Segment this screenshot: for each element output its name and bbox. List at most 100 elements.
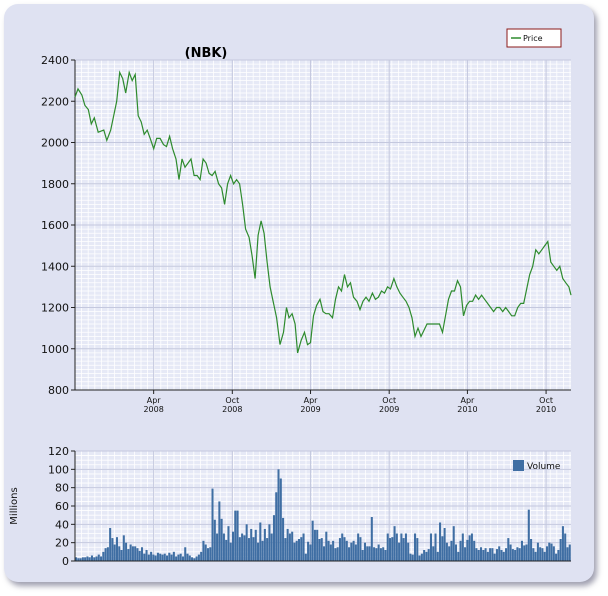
volume-bar xyxy=(84,557,87,561)
volume-bar xyxy=(229,542,232,561)
volume-bar xyxy=(334,548,337,561)
volume-bar xyxy=(345,540,348,561)
volume-bar xyxy=(350,542,353,561)
price-x-tick-label: Oct xyxy=(225,396,239,405)
volume-bar xyxy=(491,548,494,561)
price-x-tick-label: Apr xyxy=(147,396,162,405)
price-chart: 80010001200140016001800200022002400Apr20… xyxy=(41,28,572,414)
volume-chart: 0 20 40 60 80 100 120 Millions Volume xyxy=(9,445,571,568)
chart-svg: 80010001200140016001800200022002400Apr20… xyxy=(9,28,572,568)
volume-bar xyxy=(211,488,214,561)
volume-bar xyxy=(348,547,351,561)
volume-bar xyxy=(159,553,162,561)
volume-bar xyxy=(550,543,553,561)
volume-bar xyxy=(534,551,537,561)
volume-bar xyxy=(318,539,321,561)
volume-bar xyxy=(111,538,114,561)
volume-bar xyxy=(134,546,137,561)
volume-bar xyxy=(122,535,125,561)
price-legend-label: Price xyxy=(523,34,543,43)
price-y-tick-label: 1200 xyxy=(41,302,69,315)
volume-bar xyxy=(416,538,419,561)
volume-bar xyxy=(175,556,178,561)
chart-panel: 800 1000 1200 1400 1600 1800 2000 2200 2400 Apr 20… xyxy=(4,4,594,582)
volume-bar xyxy=(489,548,492,561)
volume-bar xyxy=(473,540,476,561)
volume-bar xyxy=(268,524,271,561)
volume-bar xyxy=(536,542,539,561)
volume-bar xyxy=(498,546,501,561)
volume-bar xyxy=(454,544,458,561)
volume-bar xyxy=(300,537,303,561)
volume-bar xyxy=(272,515,275,561)
price-x-tick-label: Apr xyxy=(304,396,319,405)
volume-bar xyxy=(561,526,564,561)
volume-bar xyxy=(557,550,560,561)
volume-bar xyxy=(407,542,410,561)
volume-bar xyxy=(539,547,542,561)
volume-bar xyxy=(79,558,82,561)
volume-bar xyxy=(505,548,508,561)
volume-bar xyxy=(354,544,357,561)
volume-bar xyxy=(564,533,567,561)
volume-y-axis-label: Millions xyxy=(9,487,20,524)
volume-bar xyxy=(559,539,562,561)
volume-bar xyxy=(297,539,301,561)
volume-y-tick-label: 120 xyxy=(48,445,69,458)
volume-bar xyxy=(511,549,514,561)
volume-bar xyxy=(163,553,166,561)
volume-y-tick-label: 100 xyxy=(48,463,69,476)
volume-bar xyxy=(213,519,216,561)
volume-bar xyxy=(373,547,376,561)
volume-bar xyxy=(368,546,371,561)
volume-bar xyxy=(400,533,403,561)
volume-bar xyxy=(286,528,289,561)
volume-bar xyxy=(172,551,175,561)
volume-bar xyxy=(166,555,169,561)
volume-bar xyxy=(459,540,462,561)
volume-bar xyxy=(541,548,544,561)
volume-bar xyxy=(429,533,432,561)
price-x-tick-year-label: 2010 xyxy=(536,405,556,414)
volume-bar xyxy=(102,551,105,561)
volume-bar xyxy=(336,547,339,561)
volume-bar xyxy=(129,544,132,561)
price-y-tick-label: 2400 xyxy=(41,54,69,67)
volume-bar xyxy=(439,522,442,561)
volume-bar xyxy=(377,544,380,561)
volume-bar xyxy=(311,520,314,561)
volume-bar xyxy=(448,546,451,561)
volume-bar xyxy=(363,542,366,561)
price-x-tick-label: Apr xyxy=(460,396,475,405)
volume-bar xyxy=(209,547,212,561)
volume-bar xyxy=(95,556,98,561)
volume-bar xyxy=(197,554,200,561)
volume-bar xyxy=(423,550,426,561)
volume-bar xyxy=(325,531,328,561)
price-x-tick-year-label: 2008 xyxy=(143,405,163,414)
price-x-tick-year-label: 2009 xyxy=(300,405,320,414)
volume-bar xyxy=(270,533,273,561)
volume-bar xyxy=(113,544,116,561)
price-y-tick-label: 1000 xyxy=(41,343,69,356)
volume-bar xyxy=(231,531,235,561)
volume-bar xyxy=(525,544,528,561)
volume-bar xyxy=(482,550,485,561)
volume-bar xyxy=(302,533,305,561)
volume-bar xyxy=(352,540,355,561)
volume-bar xyxy=(252,537,255,561)
volume-bar xyxy=(115,537,118,561)
volume-bar xyxy=(523,545,526,561)
volume-y-tick-label: 0 xyxy=(62,555,69,568)
price-x-tick-label: Oct xyxy=(539,396,553,405)
volume-bar xyxy=(245,524,248,561)
volume-bar xyxy=(313,529,316,561)
volume-bar xyxy=(125,542,128,561)
volume-bar xyxy=(131,546,134,561)
volume-bar xyxy=(293,542,296,561)
volume-bar xyxy=(307,541,310,561)
volume-bar xyxy=(81,557,84,561)
volume-bar xyxy=(434,533,437,561)
volume-bar xyxy=(338,538,341,561)
volume-bar xyxy=(443,528,446,561)
